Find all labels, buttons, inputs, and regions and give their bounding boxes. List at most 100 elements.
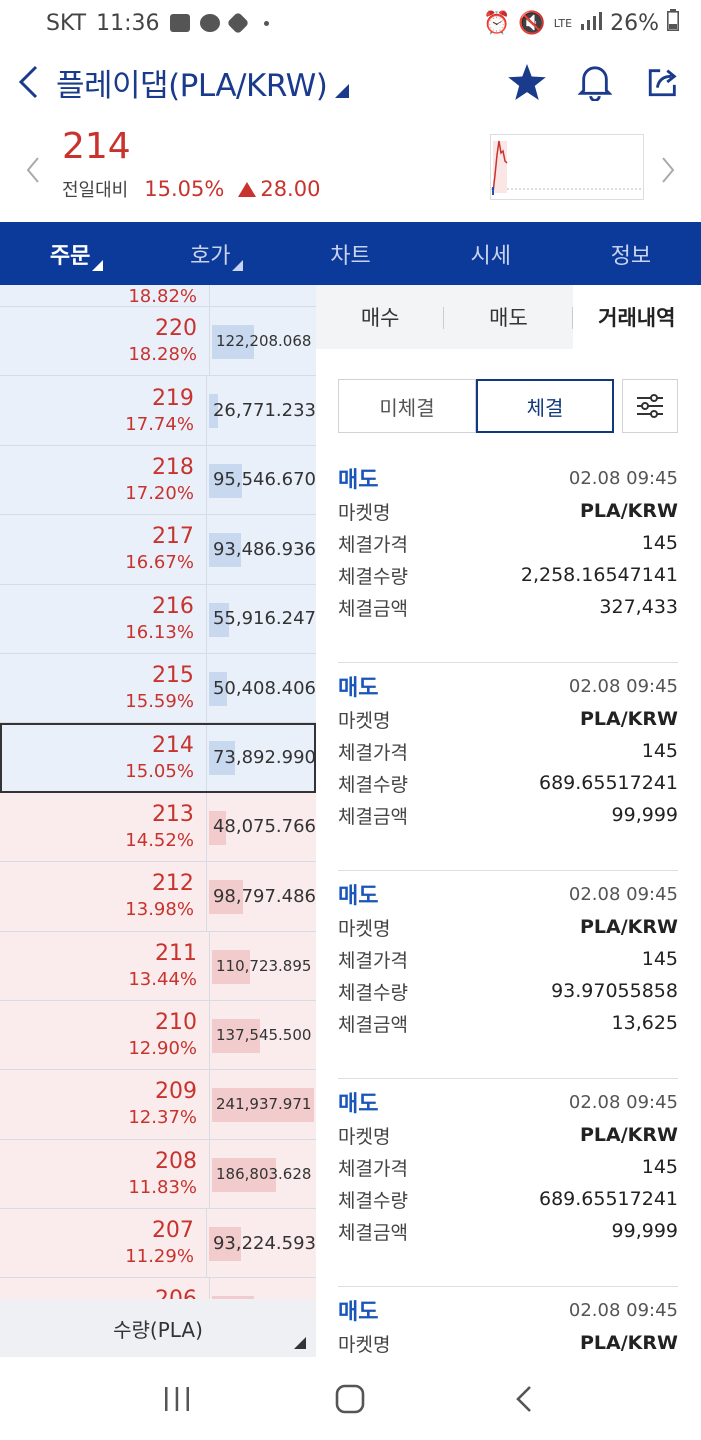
change-rate: 13.98%	[125, 899, 194, 921]
volume-bar	[208, 394, 218, 429]
trade-price: 145	[641, 532, 678, 554]
trade-price: 145	[641, 948, 678, 970]
filter-filled[interactable]: 체결	[476, 379, 614, 433]
trade-history-list[interactable]: 매도 02.08 09:45 마켓명 PLA/KRW 체결가격 145 체결수량 2,258.…	[338, 455, 678, 1357]
volume-bar	[208, 880, 243, 915]
orderbook-row[interactable]: 209 12.37% 241,937.971	[0, 1070, 316, 1140]
orderbook-list[interactable]: 18.82% 220 18.28% 122,208.068 219 17.74% 26,7…	[0, 285, 316, 1299]
tab-orderbook[interactable]: 호가	[140, 222, 280, 285]
orderbook-row-partial[interactable]: 18.82%	[0, 285, 316, 307]
more-notifications-icon	[263, 20, 269, 26]
filter-unfilled[interactable]: 미체결	[338, 379, 476, 433]
back-button[interactable]	[0, 52, 56, 112]
change-rate: 16.67%	[125, 552, 194, 574]
recent-apps-button[interactable]	[147, 1369, 207, 1429]
tab-chart[interactable]: 차트	[280, 222, 420, 285]
field-label: 체결가격	[338, 1157, 408, 1180]
orderbook-row[interactable]: 215 15.59% 50,408.406	[0, 653, 316, 724]
trade-item[interactable]: 매도 02.08 09:45 마켓명 PLA/KRW	[338, 1287, 678, 1357]
orderbook-row[interactable]: 208 11.83% 186,803.628	[0, 1139, 316, 1210]
field-label: 체결수량	[338, 981, 408, 1004]
order-quantity: 98,797.486	[212, 885, 316, 907]
volume-bar	[212, 949, 250, 984]
alert-button[interactable]	[575, 62, 615, 102]
price-level: 219	[151, 385, 194, 411]
subtab-sell[interactable]: 매도	[444, 285, 573, 349]
subtab-history[interactable]: 거래내역	[572, 285, 701, 349]
trade-side: 매도	[338, 1092, 379, 1117]
market-selector[interactable]: 플레이댑(PLA/KRW)	[56, 60, 350, 105]
orderbook-row[interactable]: 210 12.90% 137,545.500	[0, 1000, 316, 1071]
share-button[interactable]	[643, 62, 683, 102]
next-market-button[interactable]	[653, 150, 683, 190]
main-tabs: 주문 호가 차트 시세 정보	[0, 222, 701, 285]
field-label: 마켓명	[338, 501, 391, 524]
change-rate: 11.29%	[125, 1246, 194, 1268]
orderbook-row-partial[interactable]: 206	[0, 1278, 316, 1299]
trade-amount: 13,625	[611, 1012, 678, 1034]
trade-market: PLA/KRW	[580, 1124, 678, 1146]
system-back-button[interactable]	[494, 1369, 554, 1429]
page-title: 플레이댑(PLA/KRW)	[56, 67, 328, 104]
orderbook-row[interactable]: 207 11.29% 93,224.593	[0, 1209, 316, 1279]
filter-label: 체결	[526, 395, 564, 420]
orderbook-row[interactable]: 219 17.74% 26,771.233	[0, 376, 316, 446]
orderbook-row[interactable]: 216 16.13% 55,916.247	[0, 584, 316, 654]
share-icon	[648, 69, 677, 97]
current-price: 214	[62, 126, 131, 167]
trade-amount: 327,433	[599, 596, 678, 618]
field-label: 체결금액	[338, 805, 408, 828]
trade-item[interactable]: 매도 02.08 09:45 마켓명 PLA/KRW 체결가격 145 체결수량 93.970…	[338, 871, 678, 1079]
filter-label: 미체결	[379, 395, 435, 420]
favorite-button[interactable]	[507, 62, 547, 102]
home-icon	[336, 1384, 365, 1413]
home-button[interactable]	[320, 1369, 380, 1429]
trade-price: 145	[641, 740, 678, 762]
trade-item[interactable]: 매도 02.08 09:45 마켓명 PLA/KRW 체결가격 145 체결수량 689.65…	[338, 1079, 678, 1287]
filter-settings-button[interactable]	[622, 379, 678, 433]
orderbook-row[interactable]: 214 15.05% 73,892.990	[0, 723, 316, 793]
volume-bar	[212, 1018, 260, 1053]
field-label: 마켓명	[338, 709, 391, 732]
trade-item[interactable]: 매도 02.08 09:45 마켓명 PLA/KRW 체결가격 145 체결수량 689.65…	[338, 663, 678, 871]
dropdown-corner-icon	[294, 1337, 306, 1349]
mini-price-chart[interactable]	[490, 134, 644, 200]
quantity-unit-selector[interactable]: 수량(PLA)	[0, 1299, 316, 1357]
prev-day-label: 전일대비	[62, 180, 129, 201]
trade-item[interactable]: 매도 02.08 09:45 마켓명 PLA/KRW 체결가격 145 체결수량 2,258.…	[338, 455, 678, 663]
price-level: 208	[155, 1148, 197, 1174]
orderbook-row[interactable]: 220 18.28% 122,208.068	[0, 307, 316, 377]
orderbook-row[interactable]: 213 14.52% 48,075.766	[0, 792, 316, 863]
price-level: 209	[155, 1079, 197, 1105]
dropdown-corner-icon	[232, 260, 244, 271]
order-quantity: 93,486.936	[212, 538, 316, 560]
trade-market: PLA/KRW	[580, 1332, 678, 1354]
up-triangle-icon	[238, 181, 257, 197]
tab-order[interactable]: 주문	[0, 222, 140, 285]
tab-info[interactable]: 정보	[561, 222, 701, 285]
system-nav-bar	[0, 1357, 701, 1440]
tab-quotes[interactable]: 시세	[421, 222, 561, 285]
order-quantity: 241,937.971	[216, 1095, 312, 1114]
prev-market-button[interactable]	[18, 150, 48, 190]
status-bar: SKT 11:36 ⏰ 🔇 LTE 26%	[0, 0, 701, 46]
change-rate: 15.59%	[125, 691, 194, 713]
volume-bar	[212, 1157, 276, 1192]
change-rate: 17.74%	[125, 413, 194, 435]
orderbook-row[interactable]: 211 13.44% 110,723.895	[0, 931, 316, 1001]
orderbook-row[interactable]: 218 17.20% 95,546.670	[0, 445, 316, 516]
trade-time: 02.08 09:45	[568, 1091, 678, 1113]
trade-price: 145	[641, 1156, 678, 1178]
battery-icon	[667, 9, 679, 37]
price-level: 214	[151, 732, 194, 758]
subtab-label: 거래내역	[598, 306, 676, 330]
quantity-unit-label: 수량(PLA)	[113, 1317, 203, 1342]
change-amount: 28.00	[260, 177, 321, 201]
orderbook-row[interactable]: 217 16.67% 93,486.936	[0, 515, 316, 585]
chat-icon	[199, 14, 220, 32]
subtab-buy[interactable]: 매수	[316, 285, 445, 349]
back-arrow-icon	[516, 1385, 532, 1412]
orderbook-row[interactable]: 212 13.98% 98,797.486	[0, 862, 316, 932]
price-level: 206	[0, 1286, 197, 1299]
trade-time: 02.08 09:45	[568, 675, 678, 697]
